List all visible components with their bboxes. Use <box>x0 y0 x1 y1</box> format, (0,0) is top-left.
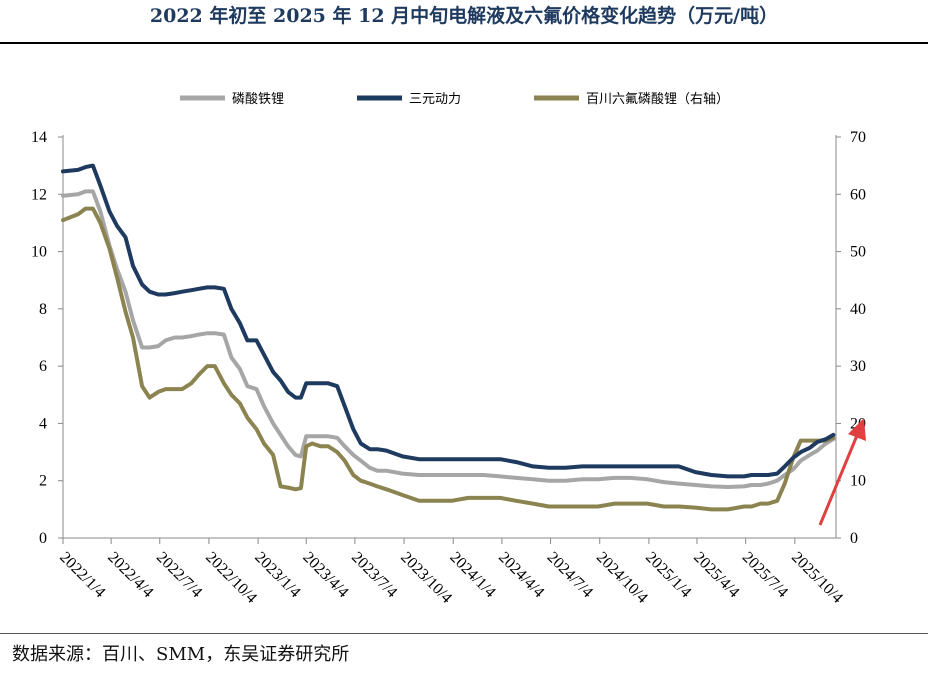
x-tick-label: 2023/10/4 <box>397 549 455 607</box>
x-tick-label: 2023/7/4 <box>348 549 400 601</box>
legend: 磷酸铁锂 三元动力 百川六氟磷酸锂（右轴） <box>180 92 729 107</box>
x-tick-label: 2022/7/4 <box>153 549 205 601</box>
annotations <box>818 418 866 526</box>
x-tick-label: 2025/4/4 <box>690 549 742 601</box>
y-left-tick-label: 10 <box>31 244 47 261</box>
y-right-tick-label: 40 <box>850 301 866 318</box>
x-tick-label: 2022/10/4 <box>202 549 260 607</box>
trend-arrow-shaft <box>818 432 860 526</box>
y-right-tick-label: 60 <box>850 186 866 203</box>
y-right-tick-label: 50 <box>850 244 866 261</box>
series-line-1 <box>61 189 836 489</box>
y-left-tick-label: 14 <box>31 129 47 146</box>
x-tick-label: 2024/4/4 <box>495 549 547 601</box>
x-tick-label: 2022/4/4 <box>104 549 156 601</box>
x-tick-label: 2023/4/4 <box>299 549 351 601</box>
chart-title: 2022 年初至 2025 年 12 月中旬电解液及六氟价格变化趋势（万元/吨） <box>149 5 779 27</box>
x-tick-label: 2022/1/4 <box>56 549 108 601</box>
source-rule <box>0 633 928 634</box>
y-left-tick-label: 2 <box>39 473 47 490</box>
x-tick-label: 2025/10/4 <box>788 549 846 607</box>
y-left-tick-label: 4 <box>39 415 47 432</box>
y-right-tick-label: 10 <box>850 473 866 490</box>
y-right-tick-label: 0 <box>850 530 858 547</box>
legend-label-2: 三元动力 <box>409 92 461 107</box>
series-line-2 <box>61 163 836 479</box>
legend-label-3: 百川六氟磷酸锂（右轴） <box>586 92 729 107</box>
series-lines <box>61 163 836 512</box>
legend-label-1: 磷酸铁锂 <box>232 92 284 107</box>
x-tick-label: 2024/10/4 <box>593 549 651 607</box>
x-tick-label: 2024/7/4 <box>544 549 596 601</box>
y-left-tick-label: 12 <box>31 186 47 203</box>
source-note: 数据来源：百川、SMM，东吴证券研究所 <box>12 644 350 665</box>
x-tick-label: 2025/7/4 <box>739 549 791 601</box>
axes: 024681012140102030405060702022/1/42022/4… <box>31 129 866 607</box>
series-line-3 <box>61 206 836 512</box>
trend-arrow-head <box>848 418 866 441</box>
y-left-tick-label: 8 <box>39 301 47 318</box>
y-right-tick-label: 70 <box>850 129 866 146</box>
y-left-tick-label: 0 <box>39 530 47 547</box>
title-rule <box>0 42 928 44</box>
y-left-tick-label: 6 <box>39 358 47 375</box>
y-right-tick-label: 30 <box>850 358 866 375</box>
